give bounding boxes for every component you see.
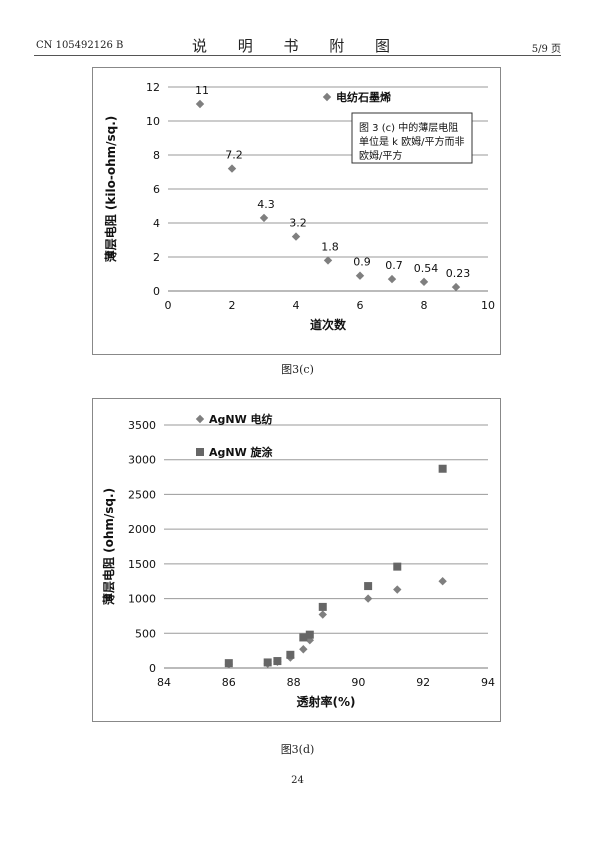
x-tick-label: 94: [481, 676, 495, 689]
data-label: 7.2: [225, 149, 243, 162]
x-tick-label: 6: [357, 299, 364, 312]
annotation-line-2: 单位是 k 欧姆/平方而非: [359, 135, 465, 148]
x-tick-label: 84: [157, 676, 171, 689]
y-tick-label: 12: [146, 81, 160, 94]
annotation-box: [351, 112, 473, 164]
legend-marker: [195, 414, 205, 424]
y-tick-label: 2500: [128, 488, 156, 501]
data-point: [305, 630, 314, 639]
x-tick-label: 90: [351, 676, 365, 689]
data-point: [393, 562, 402, 571]
chart-3d-frame: 0 500 1000 1500 2000 2500 3000 3500 84 86 88 90 92 94…: [92, 398, 501, 722]
data-point: [364, 582, 373, 591]
data-point: [286, 650, 295, 659]
x-tick-label: 4: [293, 299, 300, 312]
data-label: 0.54: [414, 262, 439, 275]
y-tick-label: 0: [153, 285, 160, 298]
data-point: [299, 633, 308, 642]
legend-label: AgNW 电纺: [209, 412, 273, 426]
legend-label: AgNW 旋涂: [209, 445, 274, 459]
figure-3c-caption: 图3(c): [281, 363, 314, 376]
legend-marker: [196, 448, 204, 456]
x-tick-label: 92: [416, 676, 430, 689]
legend-marker: [322, 92, 332, 102]
y-tick-label: 1000: [128, 593, 156, 606]
x-tick-label: 88: [287, 676, 301, 689]
data-label: 0.7: [385, 259, 403, 272]
data-point: [318, 602, 327, 611]
y-tick-label: 4: [153, 217, 160, 230]
data-label: 1.8: [321, 240, 339, 253]
data-point: [291, 232, 301, 241]
y-tick-label: 8: [153, 149, 160, 162]
x-axis-title: 透射率(%): [297, 694, 356, 709]
y-axis-title: 薄层电阻 (kilo-ohm/sq.): [103, 116, 118, 263]
data-point: [451, 282, 461, 292]
page-header-title: 说 明 书 附 图: [191, 37, 404, 55]
y-tick-label: 3000: [128, 454, 156, 467]
data-point: [299, 645, 308, 654]
y-tick-label: 2000: [128, 523, 156, 536]
figure-3d-caption: 图3(d): [280, 743, 315, 756]
data-point: [224, 659, 233, 668]
chart-3c-annotation-box: 图 3 (c) 中的薄层电阻 单位是 k 欧姆/平方而非 欧姆/平方: [351, 112, 473, 164]
data-point: [195, 99, 205, 109]
data-point: [387, 274, 397, 284]
header-rule: [34, 55, 561, 56]
data-point: [318, 610, 327, 619]
data-point: [419, 277, 429, 287]
patent-number: CN 105492126 B: [36, 40, 124, 51]
chart-3d: 0 500 1000 1500 2000 2500 3000 3500 84 86 88 90 92 94…: [101, 412, 495, 709]
data-point: [393, 585, 402, 594]
x-tick-label: 8: [421, 299, 428, 312]
chart-3c: 图 3 (c) 中的薄层电阻 单位是 k 欧姆/平方而非 欧姆/平方 0 2 4 6 8…: [103, 81, 495, 332]
x-tick-label: 10: [481, 299, 495, 312]
page-number: 24: [291, 775, 304, 786]
x-tick-label: 0: [165, 299, 172, 312]
y-tick-label: 1500: [128, 558, 156, 571]
data-label: 0.23: [446, 267, 471, 280]
y-tick-label: 10: [146, 115, 160, 128]
data-point: [273, 657, 282, 666]
x-axis-title: 道次数: [310, 317, 347, 332]
chart-3c-frame: 图 3 (c) 中的薄层电阻 单位是 k 欧姆/平方而非 欧姆/平方 0 2 4 6 8…: [92, 67, 501, 355]
x-tick-label: 86: [222, 676, 236, 689]
annotation-line-1: 图 3 (c) 中的薄层电阻: [359, 121, 458, 134]
legend-label: 电纺石墨烯: [336, 90, 391, 104]
y-tick-label: 6: [153, 183, 160, 196]
data-label: 4.3: [257, 198, 275, 211]
data-point: [227, 164, 237, 173]
y-tick-label: 500: [135, 627, 156, 640]
data-label: 11: [195, 84, 209, 97]
data-point: [363, 594, 373, 603]
y-tick-label: 2: [153, 251, 160, 264]
y-axis-title: 薄层电阻 (ohm/sq.): [101, 488, 116, 605]
y-tick-label: 3500: [128, 419, 156, 432]
data-point: [438, 464, 447, 473]
data-point: [438, 577, 447, 586]
data-label: 3.2: [289, 217, 307, 230]
data-point: [263, 658, 272, 667]
y-tick-label: 0: [149, 662, 156, 675]
data-label: 0.9: [353, 256, 371, 269]
data-point: [323, 256, 333, 265]
annotation-line-3: 欧姆/平方: [359, 149, 402, 162]
page-indicator: 5/9 页: [531, 44, 561, 55]
x-tick-label: 2: [229, 299, 236, 312]
data-point: [355, 271, 365, 280]
data-point: [259, 213, 269, 223]
